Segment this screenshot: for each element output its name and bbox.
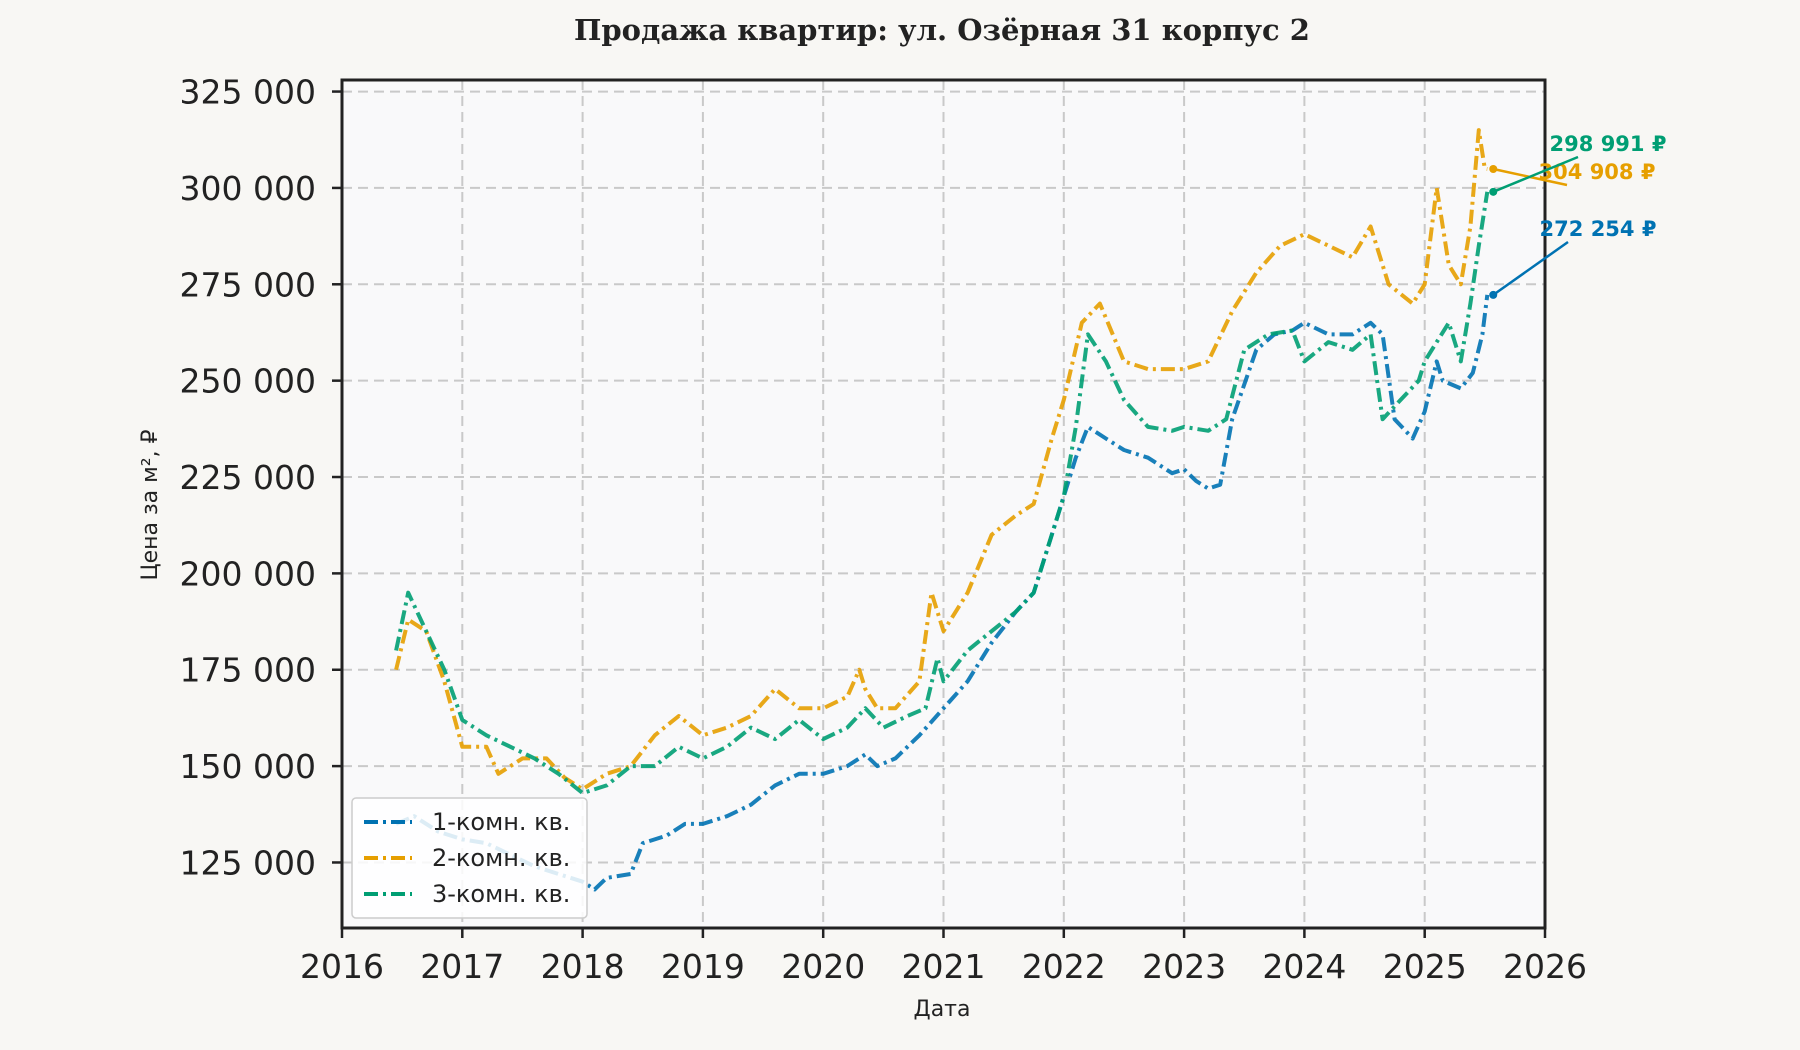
end-label-arrow-3	[1492, 155, 1579, 193]
grid-lines	[342, 80, 1545, 928]
y-tick-label: 150 000	[180, 747, 316, 786]
legend-label-1: 1-комн. кв.	[432, 808, 570, 836]
y-tick-label: 175 000	[180, 651, 316, 690]
y-tick-label: 275 000	[180, 265, 316, 304]
y-tick-label: 300 000	[180, 169, 316, 208]
legend-box	[351, 797, 588, 919]
y-tick-label: 250 000	[180, 362, 316, 401]
legend-label-2: 2-комн. кв.	[432, 844, 570, 872]
end-label-arrow-1	[1492, 240, 1569, 296]
end-label-arrowhead-1	[1489, 290, 1498, 299]
x-tick-label: 2021	[902, 947, 986, 986]
x-tick-label: 2023	[1142, 947, 1226, 986]
legend: 1-комн. кв. 2-комн. кв. 3-комн. кв.	[351, 797, 588, 919]
x-tick-label: 2026	[1503, 947, 1587, 986]
x-tick-label: 2020	[781, 947, 865, 986]
series-line-3	[394, 191, 1490, 796]
x-tick-label: 2025	[1383, 947, 1467, 986]
y-tick-label: 125 000	[180, 843, 316, 882]
end-label-arrowhead-2	[1489, 165, 1498, 174]
y-tick-label: 200 000	[180, 554, 316, 593]
x-tick-label: 2022	[1022, 947, 1106, 986]
end-label-3: 298 991 ₽	[1550, 132, 1667, 156]
chart-title: Продажа квартир: ул. Озёрная 31 корпус 2	[574, 13, 1310, 47]
x-tick-label: 2019	[661, 947, 745, 986]
y-tick-label: 325 000	[180, 73, 316, 112]
x-tick-label: 2024	[1262, 947, 1346, 986]
end-label-1: 272 254 ₽	[1540, 217, 1657, 241]
end-label-arrowhead-3	[1489, 187, 1498, 196]
x-tick-label: 2018	[541, 947, 625, 986]
y-tick-label: 225 000	[180, 458, 316, 497]
legend-label-3: 3-комн. кв.	[432, 880, 570, 908]
y-axis: 125 000 150 000 175 000 200 000 225 000 250 0…	[180, 73, 342, 882]
y-axis-label: Цена за м², ₽	[138, 429, 163, 580]
end-label-2: 304 908 ₽	[1539, 160, 1656, 184]
x-axis-label: Дата	[914, 997, 971, 1022]
x-axis: 2016 2017 2018 2019 2020 2021 2022 2023 2024 2025…	[300, 928, 1587, 986]
x-tick-label: 2016	[300, 947, 384, 986]
series-layer	[394, 128, 1490, 892]
x-tick-label: 2017	[420, 947, 504, 986]
series-line-2	[394, 128, 1488, 792]
end-labels: 272 254 ₽ 304 908 ₽ 298 991 ₽	[1489, 132, 1666, 299]
